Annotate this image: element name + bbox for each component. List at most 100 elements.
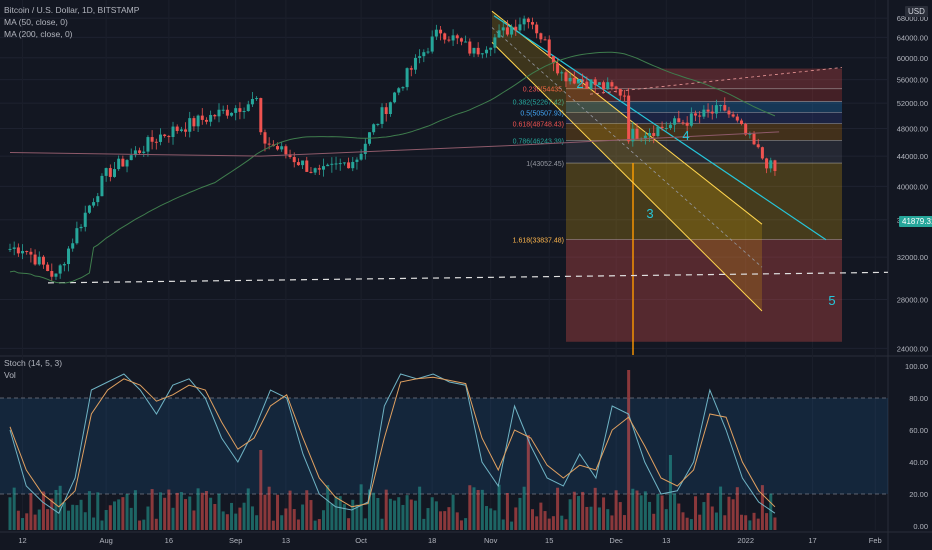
volume-bar (731, 499, 735, 530)
candle-body (593, 79, 597, 86)
support-line (47, 271, 889, 284)
fib-level-label: 0.618(48748.43) (513, 122, 564, 129)
volume-bar (204, 490, 208, 530)
candle-body (242, 111, 246, 113)
volume-bar (242, 502, 246, 530)
ma200-legend[interactable]: MA (200, close, 0) (4, 29, 73, 39)
channel-mid (491, 27, 763, 268)
volume-bar (689, 519, 693, 530)
volume-bar (535, 516, 539, 530)
candle-body (288, 154, 292, 158)
volume-bar (765, 513, 769, 530)
volume-bar (225, 514, 229, 530)
volume-bar (54, 489, 58, 530)
stoch-band (0, 398, 888, 494)
volume-bar (184, 499, 188, 530)
candle-body (292, 157, 296, 163)
fib-zone (566, 68, 842, 89)
candle-body (418, 56, 422, 58)
volume-bar (480, 489, 484, 530)
volume-bar (280, 515, 284, 530)
candle-body (694, 113, 698, 116)
volume-bar (413, 500, 417, 530)
volume-bar (21, 518, 25, 530)
volume-bar (317, 519, 321, 530)
candle-body (422, 52, 426, 57)
ma50-legend[interactable]: MA (50, close, 0) (4, 17, 68, 27)
vol-legend[interactable]: Vol (4, 370, 16, 380)
candle-body (459, 38, 463, 42)
volume-bar (58, 485, 62, 530)
volume-bar (342, 504, 346, 530)
candle-body (714, 105, 718, 114)
volume-bar (602, 497, 606, 530)
volume-bar (188, 496, 192, 530)
volume-bar (92, 517, 96, 530)
volume-bar (660, 495, 664, 530)
volume-bar (250, 506, 254, 530)
candle-body (505, 27, 509, 35)
volume-bar (46, 509, 50, 530)
candle-body (760, 147, 764, 159)
candle-body (698, 115, 702, 117)
volume-bar (564, 519, 568, 530)
candle-body (54, 273, 58, 277)
volume-bar (476, 489, 480, 530)
volume-bar (539, 502, 543, 530)
volume-bar (581, 491, 585, 530)
volume-bar (698, 514, 702, 530)
time-tick-label: Oct (355, 536, 368, 545)
candle-body (67, 248, 71, 265)
volume-bar (639, 495, 643, 530)
volume-bar (284, 508, 288, 530)
ma50-line (9, 51, 776, 284)
candle-body (326, 164, 330, 167)
volume-bar (393, 500, 397, 530)
candle-body (284, 146, 288, 155)
volume-bar (217, 493, 221, 530)
candle-body (409, 68, 413, 70)
candle-body (175, 126, 179, 131)
candle-body (497, 30, 501, 38)
candle-body (334, 163, 338, 165)
candle-body (225, 109, 229, 116)
volume-bar (656, 494, 660, 530)
symbol-title[interactable]: Bitcoin / U.S. Dollar, 1D, BITSTAMP (4, 5, 140, 15)
candle-body (539, 33, 543, 40)
volume-bar (568, 499, 572, 530)
candle-body (8, 248, 12, 250)
volume-bar (589, 506, 593, 530)
candle-body (301, 160, 305, 166)
candle-body (58, 265, 62, 274)
time-tick-label: 2022 (737, 536, 754, 545)
wave-label-5: 5 (828, 293, 835, 308)
candle-body (606, 82, 610, 90)
volume-bar (87, 491, 91, 530)
volume-bar (664, 509, 668, 530)
volume-bar (83, 512, 87, 530)
candle-body (146, 137, 150, 152)
candle-body (648, 133, 652, 136)
volume-bar (263, 494, 267, 530)
fib-level-label: 1(43052.45) (526, 161, 564, 168)
candle-body (439, 29, 443, 34)
volume-bar (522, 486, 526, 530)
candle-body (614, 86, 618, 89)
stoch-legend[interactable]: Stoch (14, 5, 3) (4, 358, 63, 368)
volume-bar (489, 508, 493, 530)
volume-bar (96, 492, 100, 530)
volume-bar (447, 507, 451, 530)
currency-badge[interactable]: USD (905, 6, 928, 17)
volume-bar (727, 496, 731, 530)
candle-body (543, 39, 547, 41)
stoch-tick-label: 0.00 (913, 522, 928, 531)
candle-body (25, 251, 29, 253)
volume-bar (322, 510, 325, 530)
candle-body (572, 77, 576, 84)
candle-body (656, 126, 660, 137)
candle-body (451, 35, 455, 41)
price-tick-label: 52000.00 (897, 99, 928, 108)
volume-bar (740, 514, 743, 530)
volume-bar (100, 520, 104, 530)
